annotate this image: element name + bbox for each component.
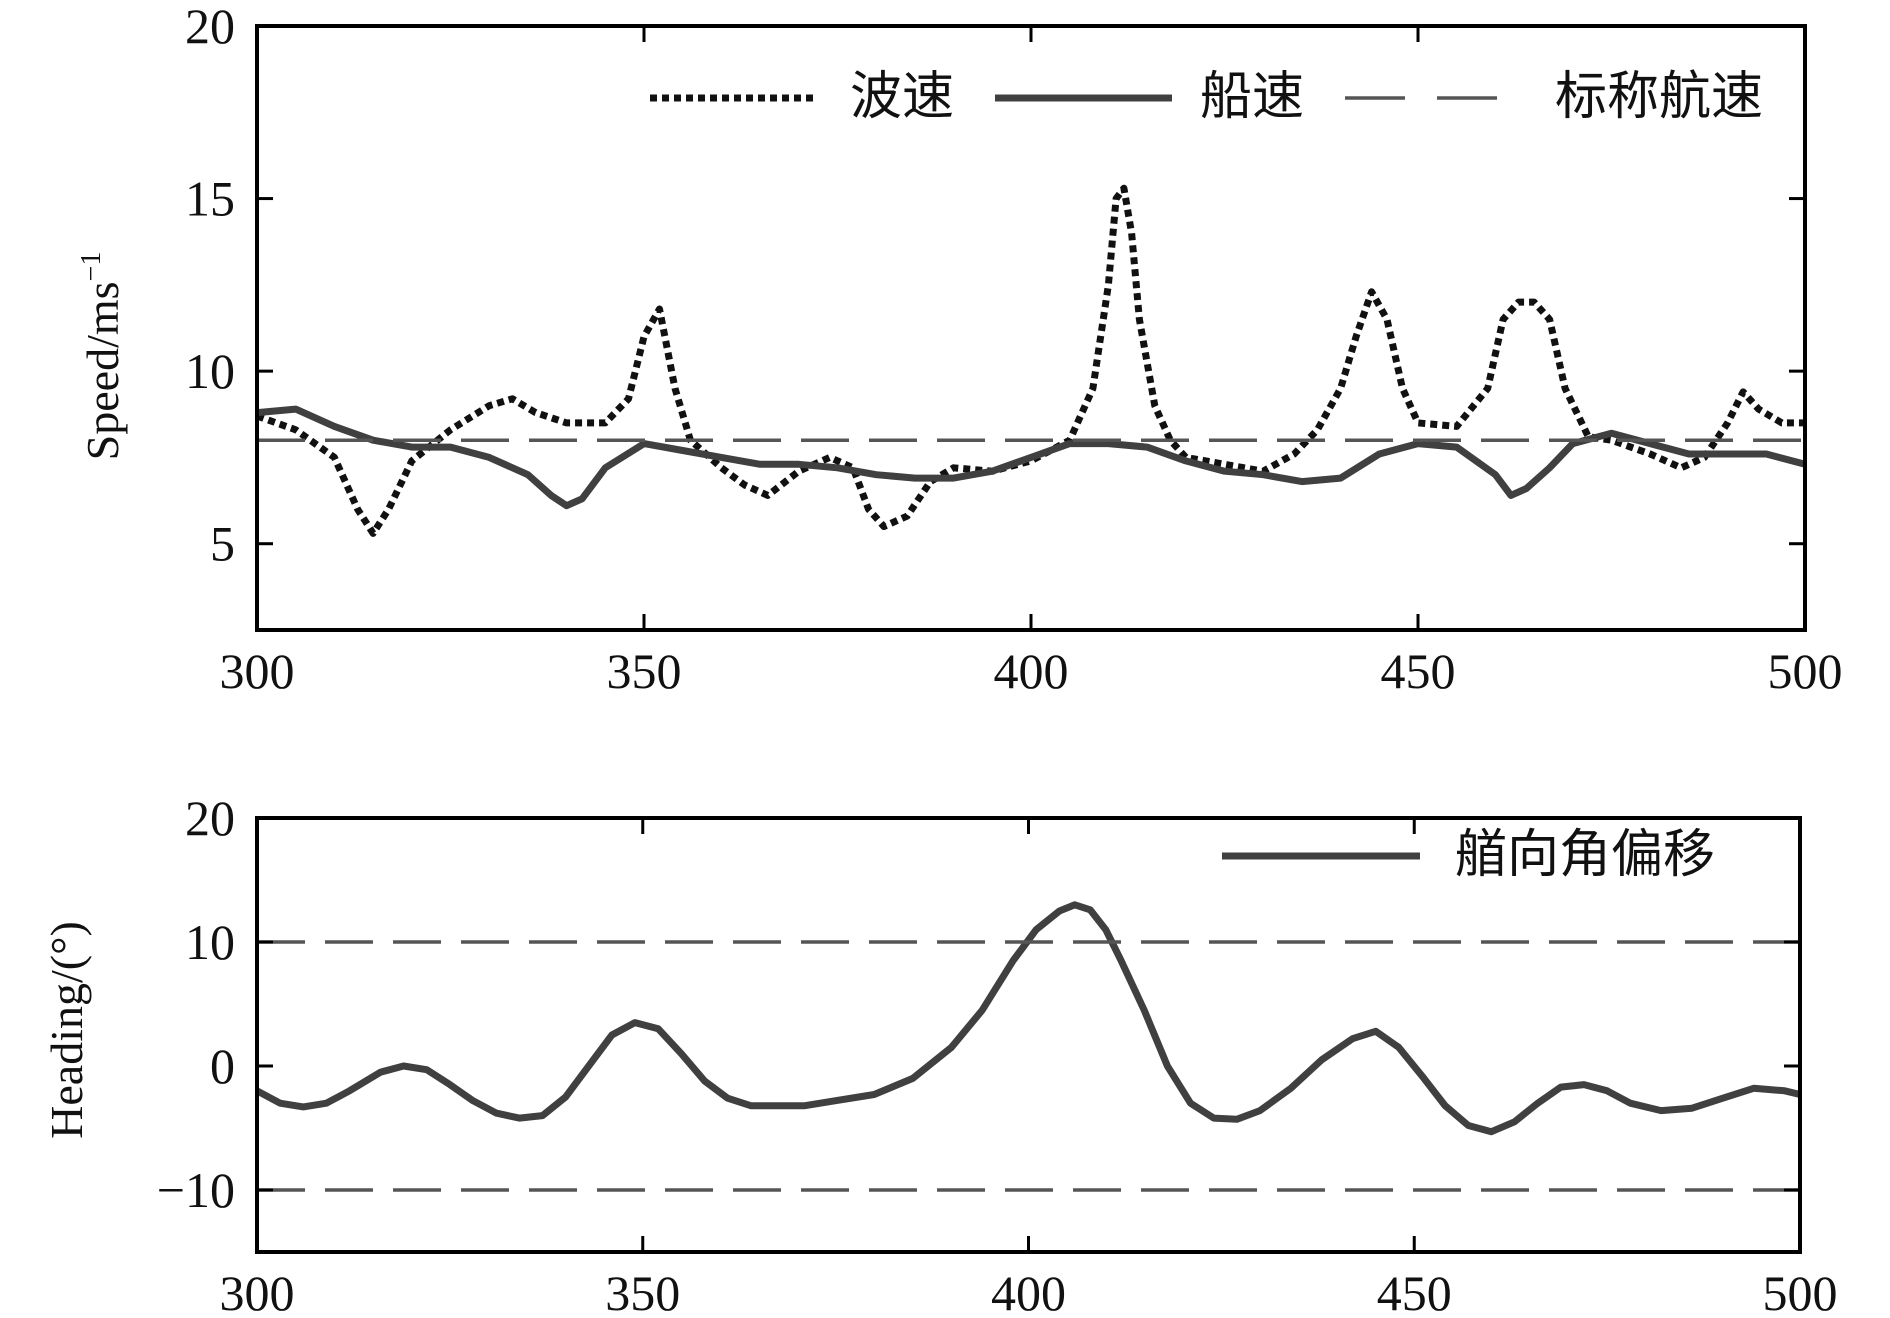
c1-xtick-label: 500 bbox=[1763, 1265, 1838, 1318]
heading-chart-legend: 艏向角偏移 bbox=[1222, 827, 1715, 884]
c0-ytick-label: 5 bbox=[210, 516, 235, 572]
c0-xtick-label: 400 bbox=[994, 643, 1069, 699]
c1-xtick-label: 350 bbox=[605, 1265, 680, 1318]
c1-ytick-label: 20 bbox=[185, 790, 235, 846]
c1-xtick-label: 300 bbox=[220, 1265, 295, 1318]
speed-chart-series bbox=[257, 184, 1805, 537]
c0-xtick-label: 450 bbox=[1381, 643, 1456, 699]
c0-legend-label: 船速 bbox=[1200, 69, 1304, 126]
heading-chart-ylabel: Heading/(°) bbox=[41, 921, 92, 1139]
speed-chart-ticks: 300 350 400 450 500 5 10 15 20 bbox=[185, 0, 1843, 699]
c0-legend-label: 标称航速 bbox=[1555, 69, 1763, 126]
c0-ytick-label: 20 bbox=[185, 0, 235, 54]
c1-xtick-label: 450 bbox=[1377, 1265, 1452, 1318]
heading-chart-ticks: 300 350 400 450 500 −10 0 10 20 bbox=[157, 790, 1838, 1318]
speed-chart-ylabel-text: Speed/ms bbox=[77, 281, 128, 460]
c0-xtick-label: 500 bbox=[1768, 643, 1843, 699]
c1-ytick-label: 0 bbox=[210, 1038, 235, 1094]
c0-series-0-line bbox=[257, 184, 1805, 537]
c1-ytick-label: −10 bbox=[157, 1162, 235, 1218]
c0-ytick-label: 15 bbox=[185, 171, 235, 227]
c1-legend-label: 艏向角偏移 bbox=[1455, 827, 1715, 884]
heading-chart: 300 350 400 450 500 −10 0 10 20 Heading/(°) 艏向角偏… bbox=[41, 790, 1838, 1318]
c1-xtick-label: 400 bbox=[991, 1265, 1066, 1318]
c0-series-1-line bbox=[257, 405, 1805, 510]
c0-legend-label: 波速 bbox=[850, 69, 954, 126]
c0-ytick-label: 10 bbox=[185, 343, 235, 399]
speed-chart: 300 350 400 450 500 5 10 15 20 Speed/ms−1 波速 船速 标称… bbox=[76, 0, 1843, 699]
c0-xtick-label: 300 bbox=[220, 643, 295, 699]
speed-chart-ylabel-superscript: −1 bbox=[76, 252, 107, 282]
speed-chart-ylabel: Speed/ms−1 bbox=[76, 252, 128, 461]
heading-chart-series bbox=[257, 901, 1800, 1192]
c1-ytick-label: 10 bbox=[185, 914, 235, 970]
speed-chart-legend: 波速 船速 标称航速 bbox=[650, 69, 1763, 126]
c1-series-0-line bbox=[257, 901, 1800, 1136]
c0-xtick-label: 350 bbox=[607, 643, 682, 699]
